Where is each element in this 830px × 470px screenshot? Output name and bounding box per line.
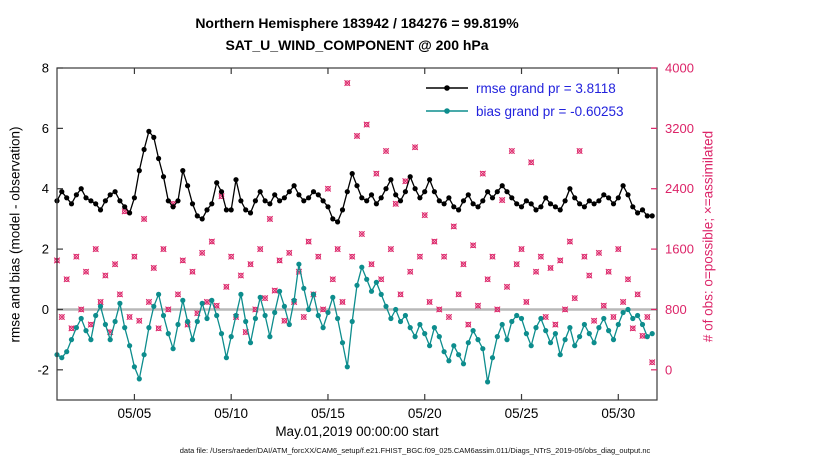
- left-tick-label: -2: [37, 362, 49, 377]
- left-tick-label: 2: [42, 242, 49, 257]
- plot-frame: [56, 67, 658, 401]
- rmse-series: [54, 128, 655, 225]
- right-axis-label: # of obs: o=possible; ×=assimilated: [700, 130, 716, 343]
- bias-legend-label: bias grand pr = -0.60253: [476, 103, 624, 119]
- right-tick-label: 1600: [665, 242, 694, 257]
- legend-item-bias: bias grand pr = -0.60253: [424, 103, 623, 119]
- data-file-caption: data file: /Users/raeder/DAI/ATM_forcXX/…: [179, 446, 651, 455]
- x-axis-label: May.01,2019 00:00:00 start: [275, 424, 439, 439]
- right-tick-label: 2400: [665, 181, 694, 196]
- right-tick-label: 4000: [665, 61, 694, 76]
- left-tick-label: 6: [42, 121, 49, 136]
- bias-line-swatch-icon: [426, 108, 468, 114]
- x-tick-label: 05/25: [505, 406, 539, 421]
- left-axis-label: rmse and bias (model - observation): [7, 126, 23, 343]
- axis-ticks-and-labels: -2 0 2 4 6 8 0 800 1600 2400 3200 4000 05/05 05/10 05/…: [37, 61, 693, 422]
- left-tick-label: 8: [42, 61, 49, 76]
- legend-item-rmse: rmse grand pr = 3.8118: [424, 80, 623, 96]
- x-tick-label: 05/05: [118, 406, 152, 421]
- left-tick-label: 0: [42, 302, 49, 317]
- x-tick-label: 05/10: [214, 406, 248, 421]
- x-tick-label: 05/30: [601, 406, 635, 421]
- rmse-legend-label: rmse grand pr = 3.8118: [476, 80, 616, 96]
- chart-title-line1: Northern Hemisphere 183942 / 184276 = 99…: [195, 15, 519, 31]
- rmse-line-swatch-icon: [426, 85, 468, 91]
- right-tick-label: 0: [665, 362, 672, 377]
- left-tick-label: 4: [42, 181, 49, 196]
- bias-series: [54, 261, 655, 385]
- legend: rmse grand pr = 3.8118 bias grand pr = -…: [424, 80, 623, 119]
- chart-title-line2: SAT_U_WIND_COMPONENT @ 200 hPa: [225, 37, 489, 53]
- right-tick-label: 800: [665, 302, 687, 317]
- x-tick-label: 05/15: [311, 406, 345, 421]
- right-tick-label: 3200: [665, 121, 694, 136]
- x-tick-label: 05/20: [408, 406, 442, 421]
